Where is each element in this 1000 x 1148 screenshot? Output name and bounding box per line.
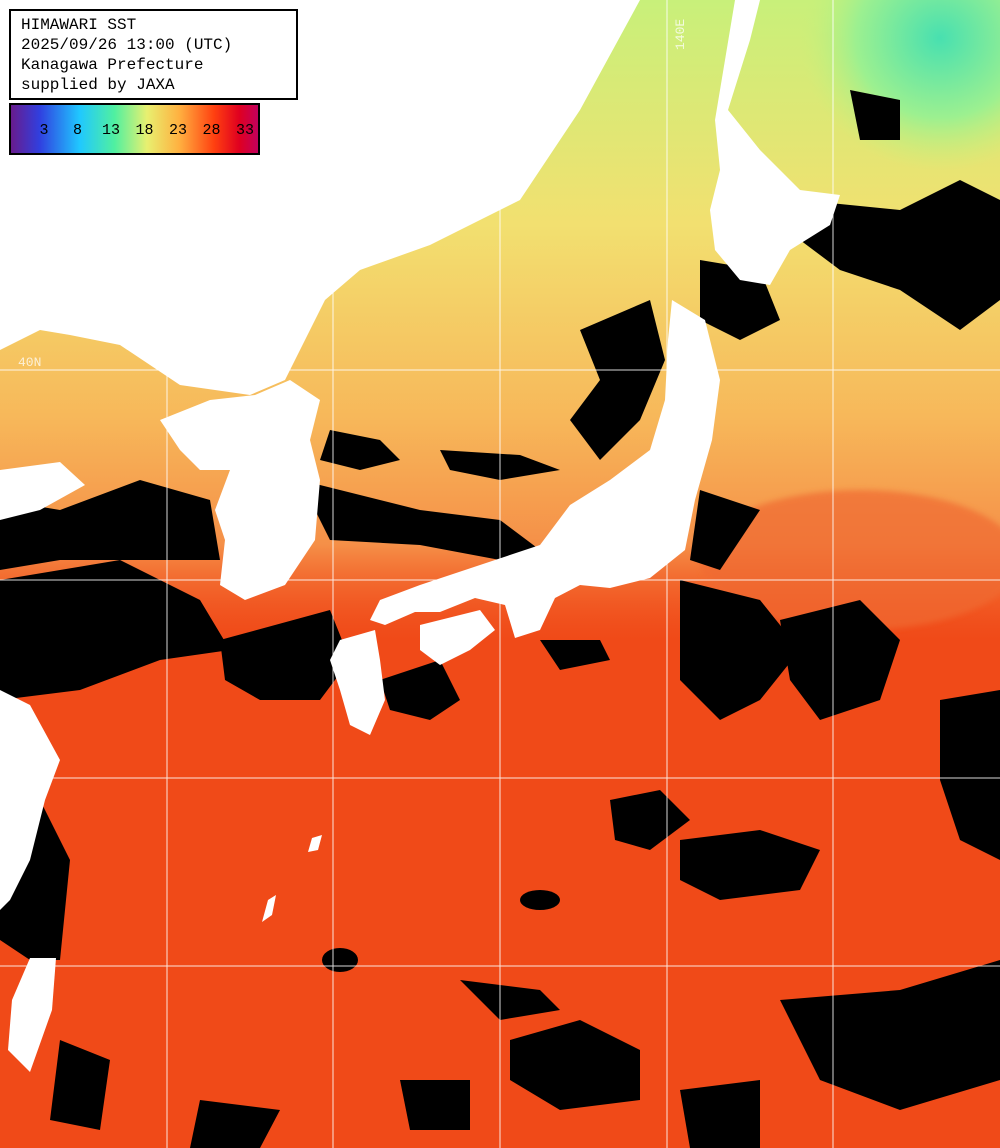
legend-tick-label: 18 <box>135 122 153 139</box>
lon-label: 140E <box>673 19 688 50</box>
legend-tick-label: 8 <box>73 122 82 139</box>
legend-tick-label: 13 <box>102 122 120 139</box>
color-legend <box>9 103 260 155</box>
header-box <box>9 9 298 100</box>
legend-tick-label: 3 <box>39 122 48 139</box>
warm-eddy <box>700 490 1000 630</box>
header-title: HIMAWARI SST <box>21 16 136 34</box>
header-credit: supplied by JAXA <box>21 76 175 94</box>
legend-tick-label: 33 <box>236 122 254 139</box>
header-region: Kanagawa Prefecture <box>21 56 203 74</box>
legend-tick-label: 28 <box>202 122 220 139</box>
legend-tick-label: 23 <box>169 122 187 139</box>
lat-label: 30N <box>18 763 41 778</box>
legend-ticks: 3 8 13 18 23 28 33 <box>39 122 254 139</box>
lat-label: 40N <box>18 355 41 370</box>
header-datetime: 2025/09/26 13:00 (UTC) <box>21 36 232 54</box>
